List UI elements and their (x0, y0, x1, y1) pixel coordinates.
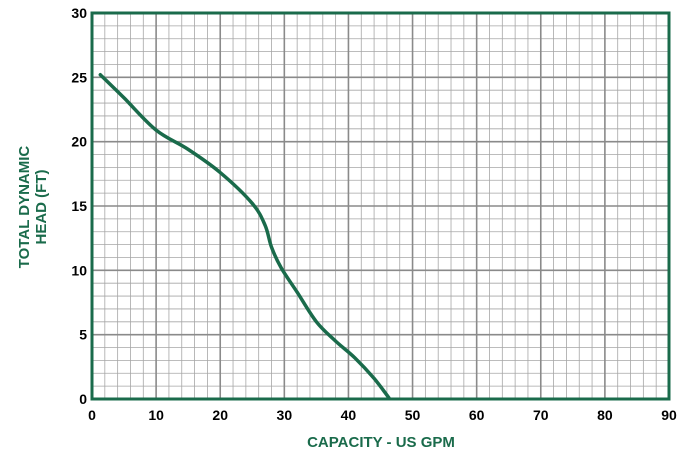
x-tick-label: 40 (341, 407, 357, 423)
y-axis-title-line2: HEAD (FT) (33, 170, 50, 245)
x-tick-label: 20 (212, 407, 228, 423)
series-layer (98, 73, 391, 400)
y-tick-labels: 0 5 10 15 20 25 30 (71, 5, 87, 407)
y-tick-label: 25 (71, 69, 87, 85)
x-tick-label: 30 (277, 407, 293, 423)
y-tick-label: 30 (71, 5, 87, 21)
y-tick-label: 5 (79, 327, 87, 343)
x-axis-title: CAPACITY - US GPM (307, 434, 455, 451)
x-tick-label: 10 (148, 407, 164, 423)
plot-frame (90, 11, 671, 401)
major-grid (91, 12, 670, 400)
x-tick-label: 50 (405, 407, 421, 423)
x-tick-label: 90 (661, 407, 677, 423)
x-tick-label: 80 (597, 407, 613, 423)
y-tick-label: 15 (71, 198, 87, 214)
x-tick-labels: 0 10 20 30 40 50 60 70 80 90 (88, 407, 677, 423)
y-tick-label: 20 (71, 134, 87, 150)
y-tick-label: 0 (79, 391, 87, 407)
pump-performance-curve (98, 73, 391, 400)
x-tick-label: 60 (469, 407, 485, 423)
y-tick-label: 10 (71, 262, 87, 278)
x-tick-label: 0 (88, 407, 96, 423)
x-tick-label: 70 (533, 407, 549, 423)
y-axis-title-line1: TOTAL DYNAMIC (16, 146, 33, 269)
